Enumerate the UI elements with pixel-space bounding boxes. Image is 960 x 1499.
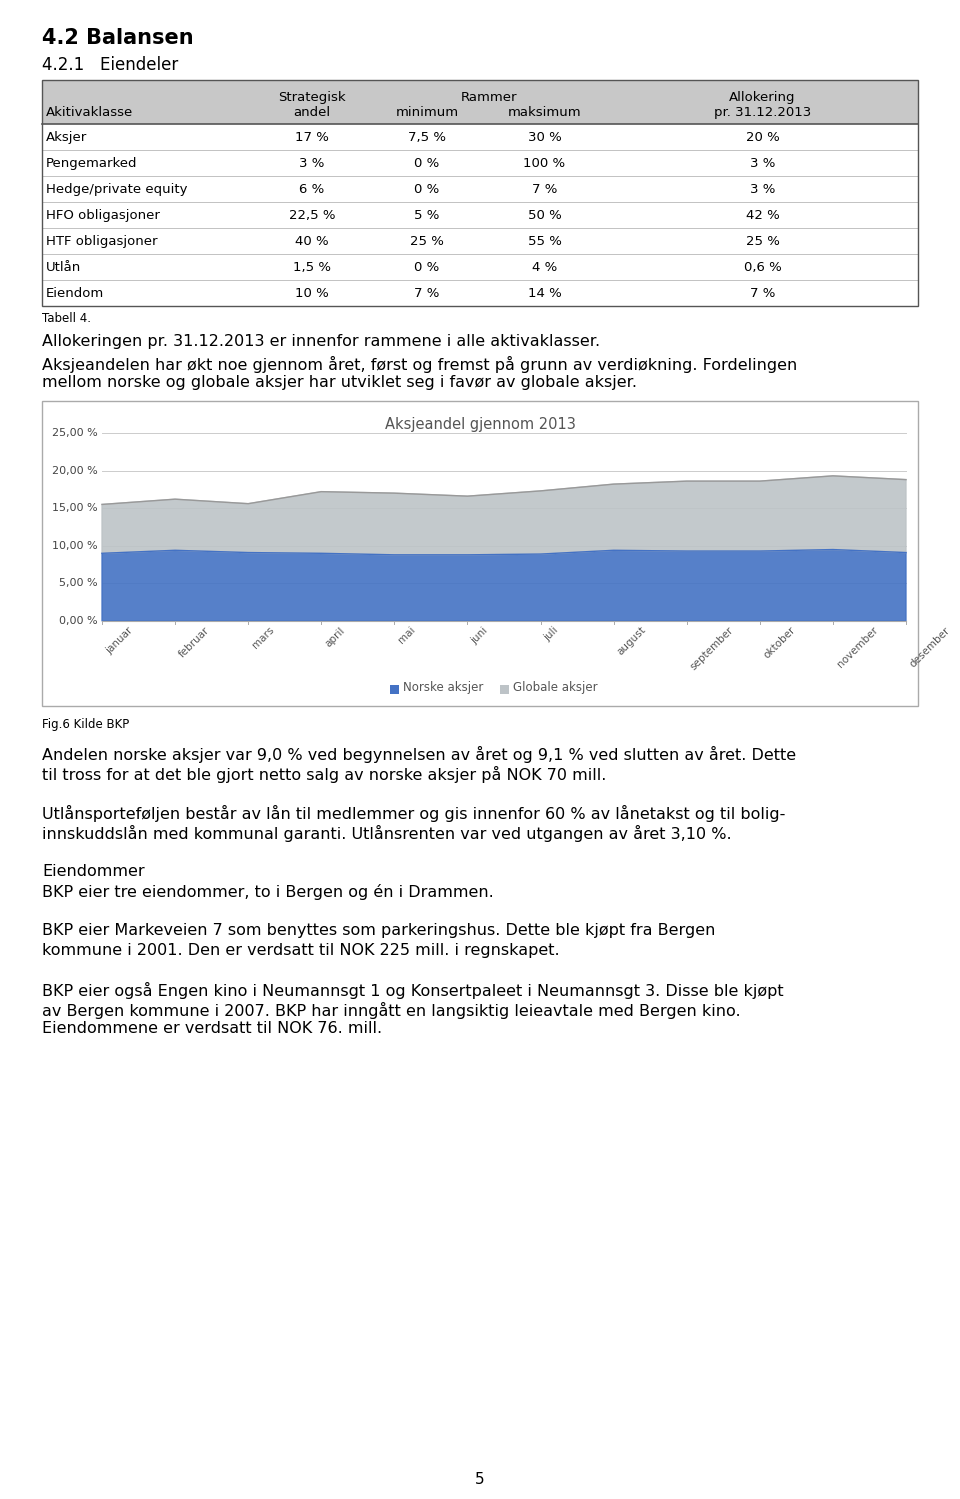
Text: 4.2.1   Eiendeler: 4.2.1 Eiendeler [42,55,179,73]
Text: Allokering: Allokering [730,91,796,103]
Text: Eiendommer: Eiendommer [42,863,145,878]
Text: 7 %: 7 % [415,286,440,300]
Text: Aksjeandel gjennom 2013: Aksjeandel gjennom 2013 [385,417,575,432]
Text: 22,5 %: 22,5 % [289,208,335,222]
Text: januar: januar [104,625,134,655]
Text: 0,6 %: 0,6 % [744,261,781,274]
Text: 4.2 Balansen: 4.2 Balansen [42,28,194,48]
Text: innskuddslån med kommunal garanti. Utlånsrenten var ved utgangen av året 3,10 %.: innskuddslån med kommunal garanti. Utlån… [42,824,732,841]
Text: kommune i 2001. Den er verdsatt til NOK 225 mill. i regnskapet.: kommune i 2001. Den er verdsatt til NOK … [42,943,560,958]
Bar [390,685,399,694]
Text: juni: juni [469,625,491,646]
Text: 0 %: 0 % [415,183,440,196]
Bar [500,685,509,694]
Text: 50 %: 50 % [528,208,562,222]
Text: 42 %: 42 % [746,208,780,222]
Text: 40 %: 40 % [295,235,329,247]
Text: 7,5 %: 7,5 % [408,130,446,144]
Text: Norske aksjer: Norske aksjer [403,681,484,694]
Text: 17 %: 17 % [295,130,329,144]
Text: Andelen norske aksjer var 9,0 % ved begynnelsen av året og 9,1 % ved slutten av : Andelen norske aksjer var 9,0 % ved begy… [42,747,796,763]
Text: 10,00 %: 10,00 % [53,541,98,550]
Text: 1,5 %: 1,5 % [293,261,331,274]
Text: 20 %: 20 % [746,130,780,144]
Text: oktober: oktober [762,625,798,661]
Text: 30 %: 30 % [528,130,562,144]
Text: Pengemarked: Pengemarked [46,157,137,169]
Text: BKP eier også Engen kino i Neumannsgt 1 og Konsertpaleet i Neumannsgt 3. Disse b: BKP eier også Engen kino i Neumannsgt 1 … [42,982,783,998]
Text: desember: desember [908,625,952,669]
Text: mellom norske og globale aksjer har utviklet seg i favør av globale aksjer.: mellom norske og globale aksjer har utvi… [42,375,637,390]
Text: april: april [324,625,347,649]
Text: 3 %: 3 % [300,157,324,169]
Text: 15,00 %: 15,00 % [53,504,98,513]
Text: HFO obligasjoner: HFO obligasjoner [46,208,160,222]
Text: september: september [688,625,735,672]
Text: Utlånsporteføljen består av lån til medlemmer og gis innenfor 60 % av lånetakst : Utlånsporteføljen består av lån til medl… [42,805,785,821]
Text: 25 %: 25 % [746,235,780,247]
Text: Eiendom: Eiendom [46,286,105,300]
Text: mars: mars [251,625,276,651]
Text: BKP eier tre eiendommer, to i Bergen og én i Drammen.: BKP eier tre eiendommer, to i Bergen og … [42,883,493,899]
Text: Aksjeandelen har økt noe gjennom året, først og fremst på grunn av verdiøkning. : Aksjeandelen har økt noe gjennom året, f… [42,355,797,373]
Text: Tabell 4.: Tabell 4. [42,312,91,325]
Polygon shape [102,475,906,555]
Text: mai: mai [396,625,418,646]
Text: 25 %: 25 % [410,235,444,247]
Text: Strategisk: Strategisk [278,91,346,103]
Text: av Bergen kommune i 2007. BKP har inngått en langsiktig leieavtale med Bergen ki: av Bergen kommune i 2007. BKP har inngåt… [42,1001,740,1018]
Text: Akitivaklasse: Akitivaklasse [46,106,133,118]
Text: 5,00 %: 5,00 % [60,579,98,589]
Text: august: august [615,625,648,658]
Text: 20,00 %: 20,00 % [52,466,98,475]
Text: 14 %: 14 % [528,286,562,300]
Text: 3 %: 3 % [750,183,775,196]
Text: 5: 5 [475,1472,485,1487]
Text: 5 %: 5 % [415,208,440,222]
Text: Hedge/private equity: Hedge/private equity [46,183,187,196]
Text: 0,00 %: 0,00 % [60,616,98,627]
Text: 7 %: 7 % [750,286,775,300]
Text: HTF obligasjoner: HTF obligasjoner [46,235,157,247]
Text: Fig.6 Kilde BKP: Fig.6 Kilde BKP [42,718,130,732]
Polygon shape [102,550,906,621]
Text: 0 %: 0 % [415,261,440,274]
Text: februar: februar [177,625,211,660]
Text: 100 %: 100 % [523,157,565,169]
Text: maksimum: maksimum [508,106,582,118]
Text: til tross for at det ble gjort netto salg av norske aksjer på NOK 70 mill.: til tross for at det ble gjort netto sal… [42,766,607,782]
Text: 6 %: 6 % [300,183,324,196]
Text: 10 %: 10 % [295,286,329,300]
Text: 7 %: 7 % [532,183,557,196]
Text: Rammer: Rammer [461,91,517,103]
Text: BKP eier Markeveien 7 som benyttes som parkeringshus. Dette ble kjøpt fra Bergen: BKP eier Markeveien 7 som benyttes som p… [42,923,715,938]
Text: juli: juli [542,625,561,643]
Text: Allokeringen pr. 31.12.2013 er innenfor rammene i alle aktivaklasser.: Allokeringen pr. 31.12.2013 er innenfor … [42,334,600,349]
Text: november: november [835,625,879,670]
Text: minimum: minimum [396,106,459,118]
Text: 55 %: 55 % [528,235,562,247]
Text: 3 %: 3 % [750,157,775,169]
Text: 25,00 %: 25,00 % [52,429,98,438]
Bar [42,79,918,306]
Text: Eiendommene er verdsatt til NOK 76. mill.: Eiendommene er verdsatt til NOK 76. mill… [42,1021,382,1036]
Text: andel: andel [294,106,330,118]
Text: 4 %: 4 % [532,261,557,274]
Text: pr. 31.12.2013: pr. 31.12.2013 [714,106,811,118]
Bar [42,79,918,124]
Text: Utlån: Utlån [46,261,82,274]
Text: Aksjer: Aksjer [46,130,87,144]
Text: Globale aksjer: Globale aksjer [513,681,598,694]
Bar [42,402,918,706]
Text: 0 %: 0 % [415,157,440,169]
